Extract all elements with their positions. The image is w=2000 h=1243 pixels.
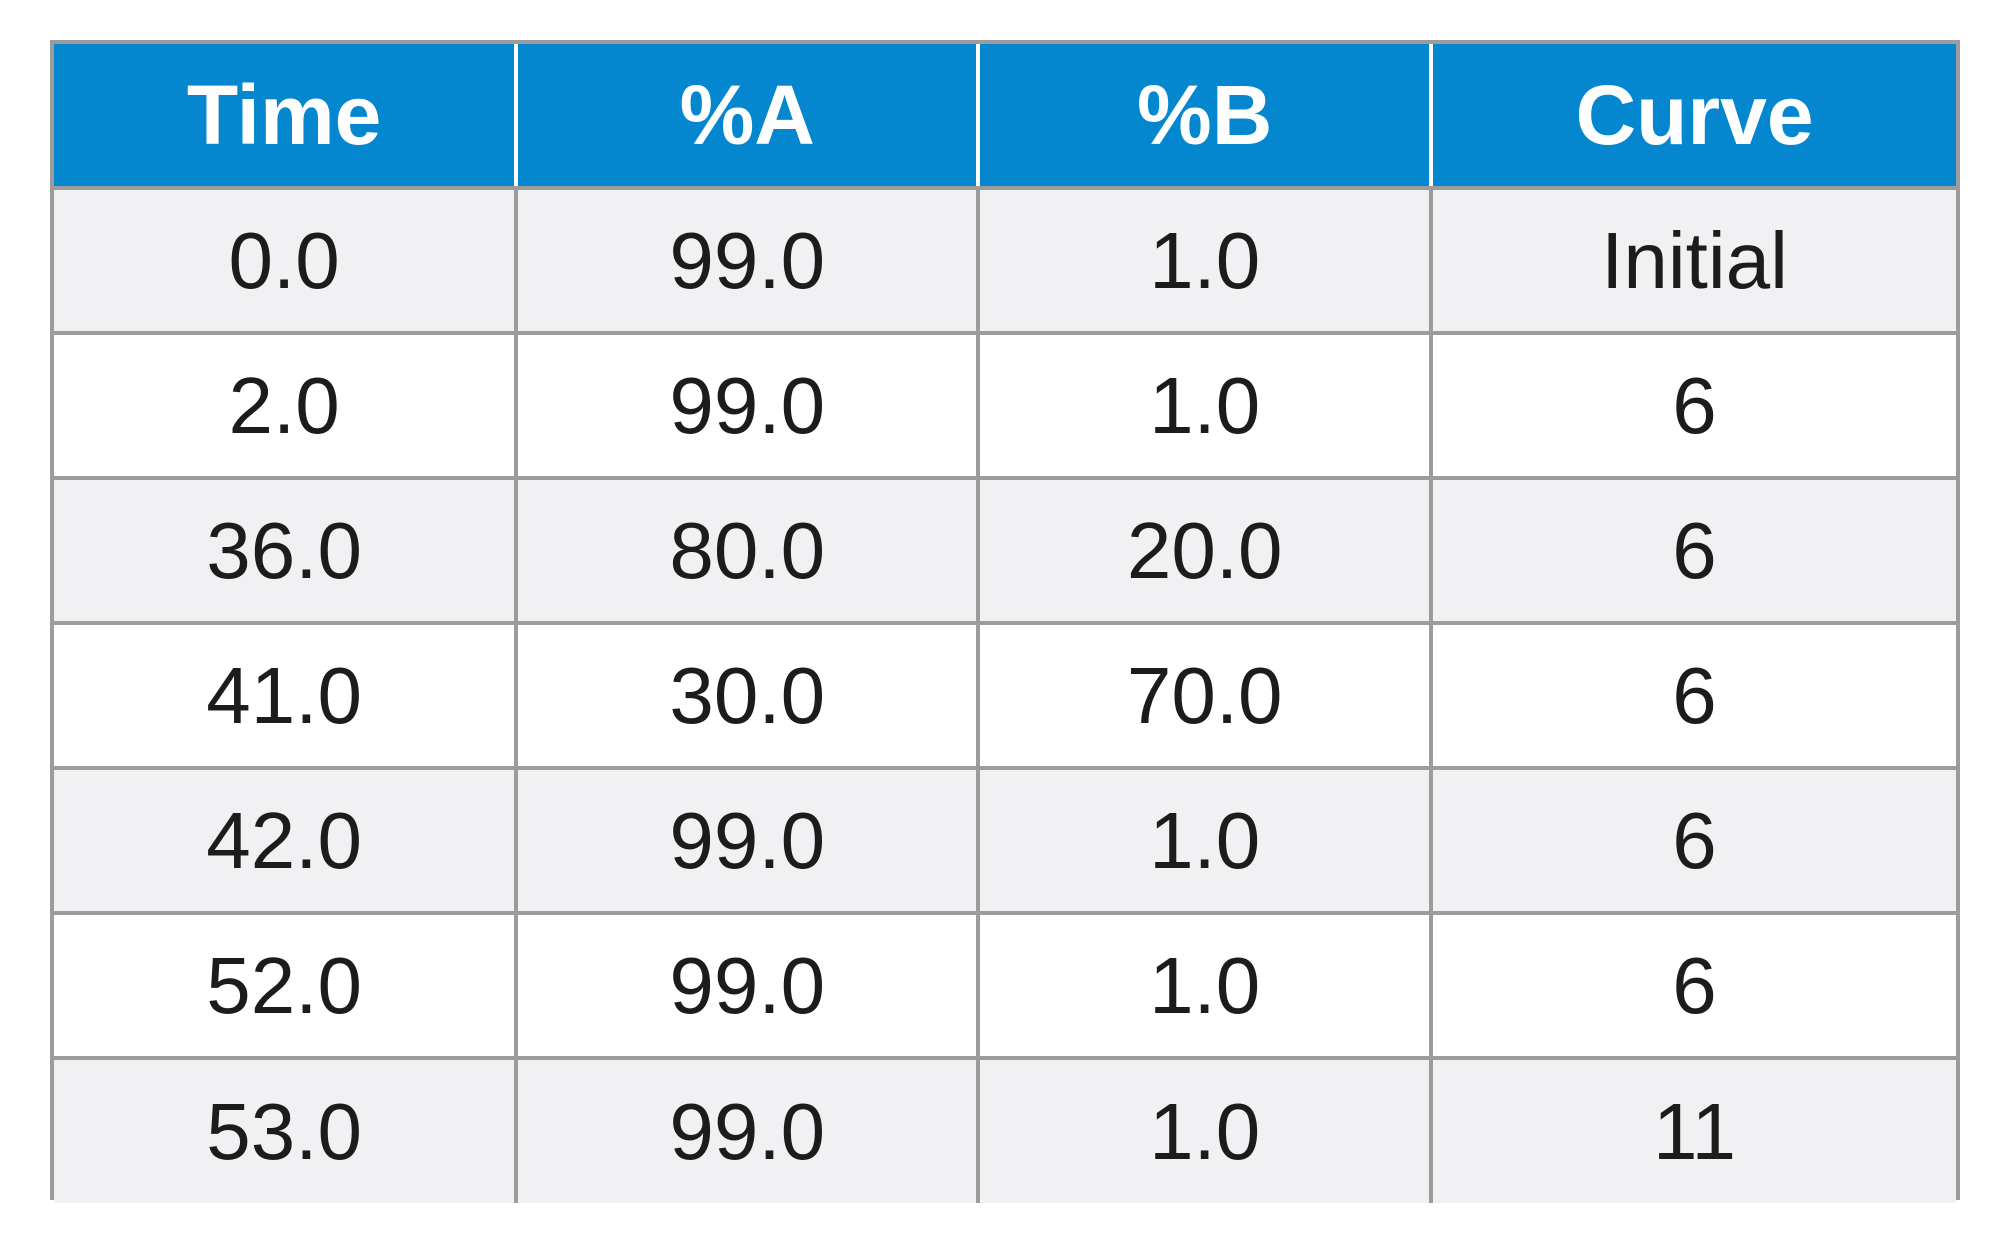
cell-time: 53.0 — [54, 1056, 517, 1203]
cell-percent-b: 20.0 — [976, 476, 1432, 623]
cell-curve: 11 — [1429, 1056, 1956, 1203]
table-header: Time %A %B Curve — [54, 44, 1956, 190]
header-row: Time %A %B Curve — [54, 44, 1956, 190]
gradient-table: Time %A %B Curve 0.0 99.0 1.0 Initial 2.… — [54, 44, 1956, 1203]
cell-time: 0.0 — [54, 188, 517, 333]
cell-percent-a: 99.0 — [514, 766, 979, 913]
cell-percent-b: 1.0 — [976, 766, 1432, 913]
table-row: 2.0 99.0 1.0 6 — [54, 331, 1956, 478]
cell-percent-a: 80.0 — [514, 476, 979, 623]
cell-percent-a: 99.0 — [514, 1056, 979, 1203]
cell-percent-b: 1.0 — [976, 331, 1432, 478]
header-percent-b: %B — [976, 44, 1432, 190]
cell-time: 36.0 — [54, 476, 517, 623]
cell-curve: 6 — [1429, 331, 1956, 478]
cell-percent-b: 1.0 — [976, 911, 1432, 1058]
cell-percent-b: 1.0 — [976, 188, 1432, 333]
cell-time: 2.0 — [54, 331, 517, 478]
table-row: 0.0 99.0 1.0 Initial — [54, 188, 1956, 333]
gradient-table-frame: Time %A %B Curve 0.0 99.0 1.0 Initial 2.… — [50, 40, 1960, 1203]
header-time: Time — [54, 44, 517, 190]
cell-percent-a: 99.0 — [514, 188, 979, 333]
table-row: 42.0 99.0 1.0 6 — [54, 766, 1956, 913]
cell-curve: 6 — [1429, 911, 1956, 1058]
cell-curve: 6 — [1429, 766, 1956, 913]
cell-time: 41.0 — [54, 621, 517, 768]
header-curve: Curve — [1429, 44, 1956, 190]
table-row: 41.0 30.0 70.0 6 — [54, 621, 1956, 768]
cell-curve: Initial — [1429, 188, 1956, 333]
header-percent-a: %A — [514, 44, 979, 190]
cell-time: 42.0 — [54, 766, 517, 913]
table-body: 0.0 99.0 1.0 Initial 2.0 99.0 1.0 6 36.0… — [54, 188, 1956, 1203]
table-row: 36.0 80.0 20.0 6 — [54, 476, 1956, 623]
cell-percent-b: 1.0 — [976, 1056, 1432, 1203]
cell-time: 52.0 — [54, 911, 517, 1058]
cell-curve: 6 — [1429, 476, 1956, 623]
cell-percent-a: 99.0 — [514, 331, 979, 478]
cell-curve: 6 — [1429, 621, 1956, 768]
cell-percent-a: 99.0 — [514, 911, 979, 1058]
cell-percent-b: 70.0 — [976, 621, 1432, 768]
cell-percent-a: 30.0 — [514, 621, 979, 768]
table-row: 53.0 99.0 1.0 11 — [54, 1056, 1956, 1203]
table-row: 52.0 99.0 1.0 6 — [54, 911, 1956, 1058]
